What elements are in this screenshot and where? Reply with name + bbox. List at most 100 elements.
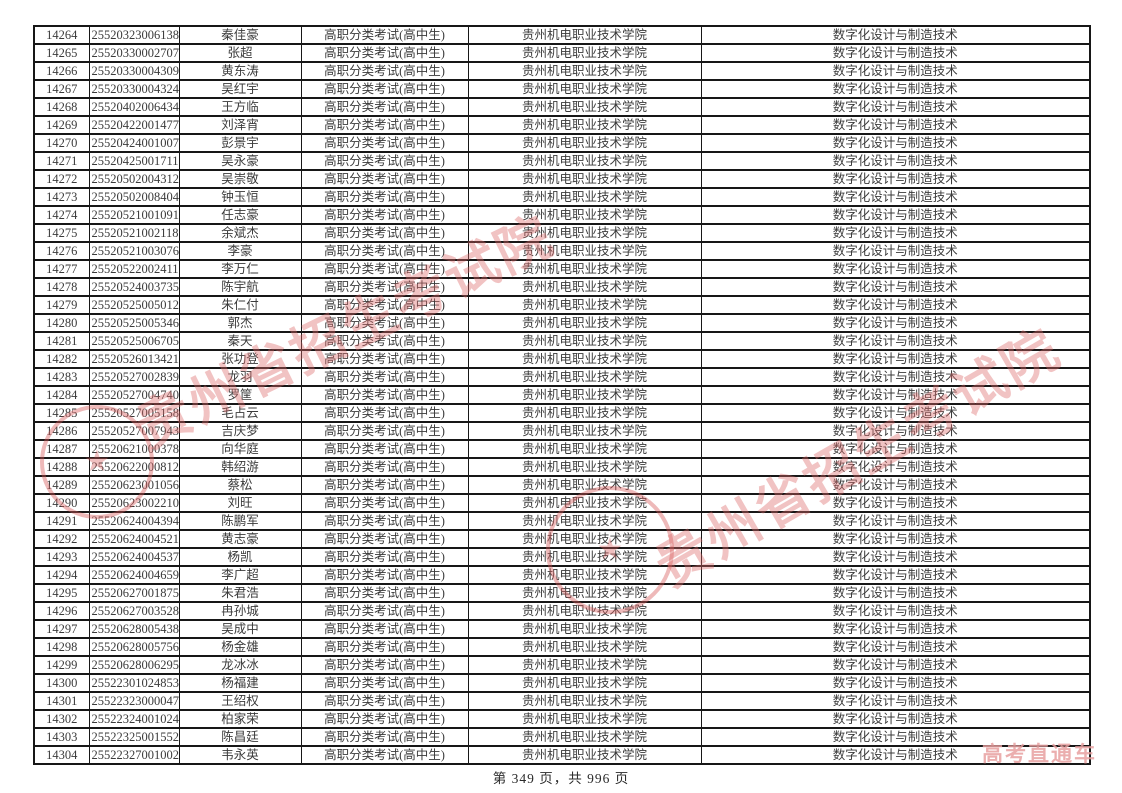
cell-major: 数字化设计与制造技术 [700,25,1091,45]
cell-seq: 14297 [33,619,90,639]
cell-exam_type: 高职分类考试(高中生) [300,655,469,675]
cell-school: 贵州机电职业技术学院 [467,349,702,369]
cell-exam_type: 高职分类考试(高中生) [300,691,469,711]
cell-major: 数字化设计与制造技术 [700,583,1091,603]
cell-exam_type: 高职分类考试(高中生) [300,367,469,387]
cell-exam_type: 高职分类考试(高中生) [300,583,469,603]
cell-exam_id: 25520525006705 [88,331,180,351]
cell-seq: 14288 [33,457,90,477]
table-row: 14285 25520527005158 毛占云 高职分类考试(高中生) 贵州机电职业技… [33,403,1091,423]
cell-name: 毛占云 [178,403,302,423]
table-row: 14293 25520624004537 杨凯 高职分类考试(高中生) 贵州机电职业技术… [33,547,1091,567]
cell-major: 数字化设计与制造技术 [700,565,1091,585]
cell-major: 数字化设计与制造技术 [700,151,1091,171]
cell-school: 贵州机电职业技术学院 [467,745,702,765]
admission-table-body: 14264 25520323006138 秦佳豪 高职分类考试(高中生) 贵州机电职业技… [33,25,1091,765]
cell-seq: 14287 [33,439,90,459]
cell-exam_type: 高职分类考试(高中生) [300,727,469,747]
cell-seq: 14275 [33,223,90,243]
cell-exam_id: 25520628005438 [88,619,180,639]
cell-exam_id: 25520526013421 [88,349,180,369]
table-row: 14291 25520624004394 陈鹏军 高职分类考试(高中生) 贵州机电职业技… [33,511,1091,531]
cell-school: 贵州机电职业技术学院 [467,673,702,693]
table-row: 14269 25520422001477 刘泽宵 高职分类考试(高中生) 贵州机电职业技… [33,115,1091,135]
cell-seq: 14271 [33,151,90,171]
cell-school: 贵州机电职业技术学院 [467,367,702,387]
cell-exam_id: 25520627001875 [88,583,180,603]
cell-exam_id: 25520525005012 [88,295,180,315]
cell-seq: 14269 [33,115,90,135]
cell-school: 贵州机电职业技术学院 [467,223,702,243]
cell-exam_type: 高职分类考试(高中生) [300,295,469,315]
cell-major: 数字化设计与制造技术 [700,313,1091,333]
cell-major: 数字化设计与制造技术 [700,43,1091,63]
cell-exam_id: 25520502004312 [88,169,180,189]
cell-exam_id: 25522323000047 [88,691,180,711]
cell-exam_type: 高职分类考试(高中生) [300,439,469,459]
cell-seq: 14292 [33,529,90,549]
cell-name: 王绍权 [178,691,302,711]
cell-major: 数字化设计与制造技术 [700,655,1091,675]
cell-name: 吴红宇 [178,79,302,99]
table-row: 14286 25520527007943 吉庆梦 高职分类考试(高中生) 贵州机电职业技… [33,421,1091,441]
cell-school: 贵州机电职业技术学院 [467,295,702,315]
cell-seq: 14277 [33,259,90,279]
cell-exam_type: 高职分类考试(高中生) [300,601,469,621]
cell-major: 数字化设计与制造技术 [700,349,1091,369]
table-row: 14278 25520524003735 陈宇航 高职分类考试(高中生) 贵州机电职业技… [33,277,1091,297]
cell-exam_id: 25520323006138 [88,25,180,45]
cell-school: 贵州机电职业技术学院 [467,727,702,747]
cell-exam_type: 高职分类考试(高中生) [300,205,469,225]
table-row: 14287 25520621000378 向华庭 高职分类考试(高中生) 贵州机电职业技… [33,439,1091,459]
cell-school: 贵州机电职业技术学院 [467,601,702,621]
cell-exam_id: 25520621000378 [88,439,180,459]
cell-name: 吉庆梦 [178,421,302,441]
cell-school: 贵州机电职业技术学院 [467,61,702,81]
cell-seq: 14286 [33,421,90,441]
table-row: 14275 25520521002118 余斌杰 高职分类考试(高中生) 贵州机电职业技… [33,223,1091,243]
cell-seq: 14295 [33,583,90,603]
table-row: 14265 25520330002707 张超 高职分类考试(高中生) 贵州机电职业技术… [33,43,1091,63]
cell-school: 贵州机电职业技术学院 [467,277,702,297]
cell-exam_id: 25520502008404 [88,187,180,207]
cell-name: 钟玉恒 [178,187,302,207]
cell-major: 数字化设计与制造技术 [700,385,1091,405]
table-row: 14303 25522325001552 陈昌廷 高职分类考试(高中生) 贵州机电职业技… [33,727,1091,747]
cell-exam_type: 高职分类考试(高中生) [300,385,469,405]
cell-exam_type: 高职分类考试(高中生) [300,25,469,45]
cell-exam_id: 25522301024853 [88,673,180,693]
cell-major: 数字化设计与制造技术 [700,367,1091,387]
cell-exam_id: 25522325001552 [88,727,180,747]
cell-major: 数字化设计与制造技术 [700,529,1091,549]
cell-seq: 14299 [33,655,90,675]
cell-exam_type: 高职分类考试(高中生) [300,151,469,171]
cell-seq: 14300 [33,673,90,693]
cell-exam_id: 25520628005756 [88,637,180,657]
cell-name: 张超 [178,43,302,63]
cell-exam_id: 25520521002118 [88,223,180,243]
cell-exam_type: 高职分类考试(高中生) [300,475,469,495]
cell-exam_id: 25520521001091 [88,205,180,225]
cell-school: 贵州机电职业技术学院 [467,421,702,441]
cell-school: 贵州机电职业技术学院 [467,511,702,531]
cell-exam_id: 25520422001477 [88,115,180,135]
cell-major: 数字化设计与制造技术 [700,295,1091,315]
table-row: 14302 25522324001024 柏家荣 高职分类考试(高中生) 贵州机电职业技… [33,709,1091,729]
cell-name: 李广超 [178,565,302,585]
cell-major: 数字化设计与制造技术 [700,421,1091,441]
cell-school: 贵州机电职业技术学院 [467,457,702,477]
cell-exam_id: 25520527004740 [88,385,180,405]
cell-exam_id: 25520521003076 [88,241,180,261]
cell-name: 杨金雄 [178,637,302,657]
cell-exam_type: 高职分类考试(高中生) [300,313,469,333]
cell-school: 贵州机电职业技术学院 [467,403,702,423]
cell-school: 贵州机电职业技术学院 [467,259,702,279]
cell-name: 向华庭 [178,439,302,459]
cell-name: 郭杰 [178,313,302,333]
table-row: 14294 25520624004659 李广超 高职分类考试(高中生) 贵州机电职业技… [33,565,1091,585]
table-row: 14299 25520628006295 龙冰冰 高职分类考试(高中生) 贵州机电职业技… [33,655,1091,675]
cell-exam_type: 高职分类考试(高中生) [300,511,469,531]
cell-exam_type: 高职分类考试(高中生) [300,457,469,477]
cell-name: 蔡松 [178,475,302,495]
cell-seq: 14301 [33,691,90,711]
